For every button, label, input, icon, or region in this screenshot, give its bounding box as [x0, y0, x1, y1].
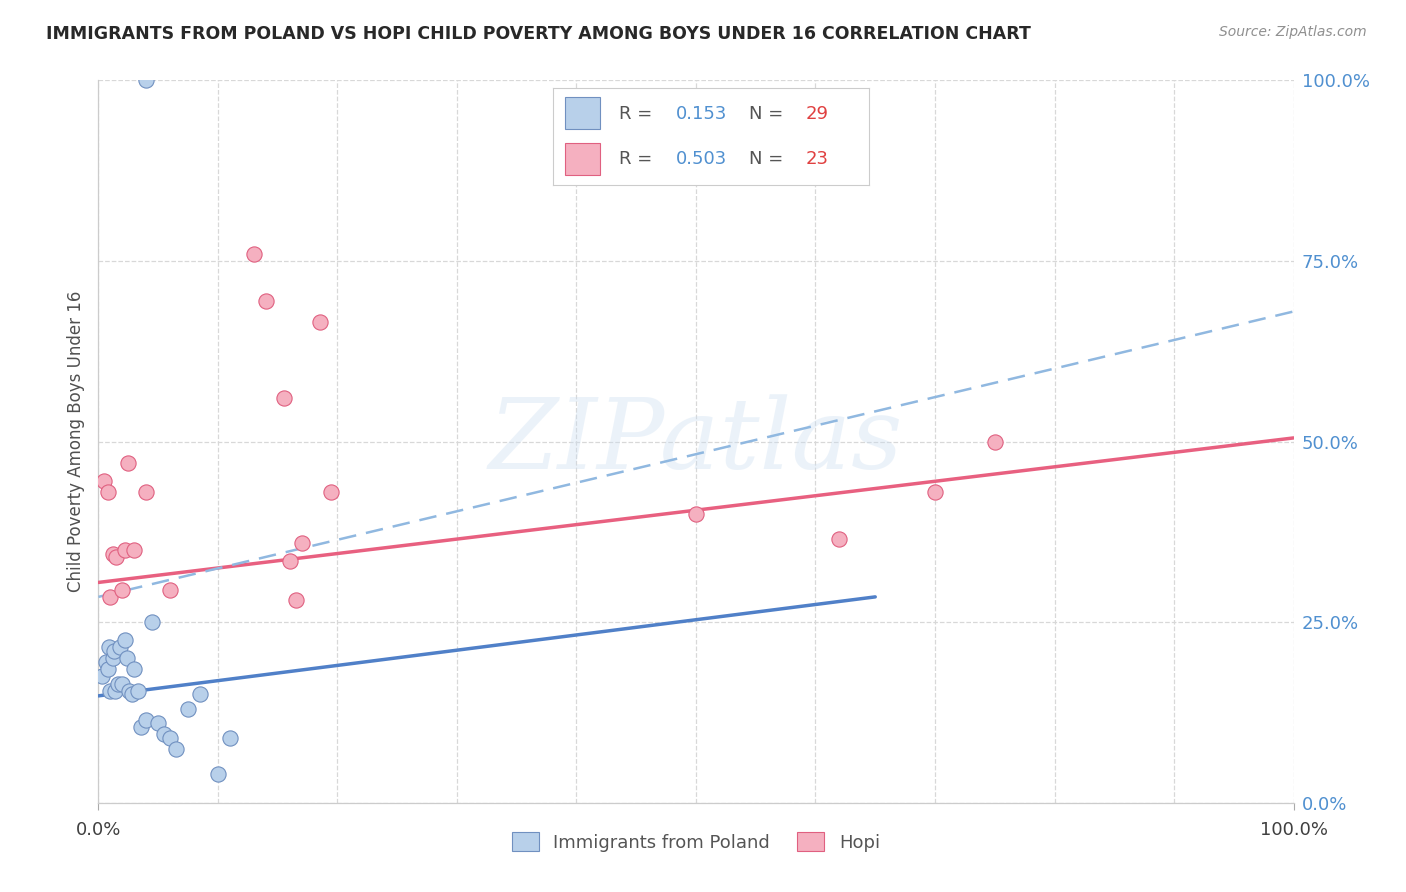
- Point: [148, 716, 170, 731]
- Point: [159, 582, 181, 597]
- Point: [308, 315, 330, 329]
- Point: [91, 669, 114, 683]
- Point: [207, 767, 229, 781]
- Point: [101, 547, 124, 561]
- Point: [219, 731, 242, 745]
- Point: [135, 713, 157, 727]
- Point: [114, 633, 136, 648]
- Point: [135, 485, 157, 500]
- Point: [685, 507, 707, 521]
- Point: [111, 676, 134, 690]
- Point: [254, 293, 277, 308]
- Point: [273, 391, 295, 405]
- Point: [243, 246, 266, 260]
- Point: [291, 535, 314, 549]
- Point: [115, 651, 138, 665]
- Legend: Immigrants from Poland, Hopi: Immigrants from Poland, Hopi: [505, 825, 887, 859]
- Point: [118, 683, 141, 698]
- Point: [114, 542, 136, 557]
- Point: [159, 731, 181, 745]
- Point: [93, 475, 115, 489]
- Point: [177, 702, 200, 716]
- Point: [321, 485, 343, 500]
- Point: [101, 651, 124, 665]
- Point: [117, 456, 139, 470]
- Text: IMMIGRANTS FROM POLAND VS HOPI CHILD POVERTY AMONG BOYS UNDER 16 CORRELATION CHA: IMMIGRANTS FROM POLAND VS HOPI CHILD POV…: [46, 25, 1031, 43]
- Point: [98, 590, 122, 604]
- Point: [103, 644, 125, 658]
- Point: [98, 683, 122, 698]
- Point: [104, 683, 127, 698]
- Point: [135, 73, 157, 87]
- Point: [111, 582, 134, 597]
- Point: [188, 687, 211, 701]
- Point: [94, 655, 117, 669]
- Point: [278, 554, 301, 568]
- Point: [284, 593, 307, 607]
- Point: [924, 485, 946, 500]
- Point: [153, 727, 176, 741]
- Point: [141, 615, 163, 630]
- Point: [105, 550, 128, 565]
- Point: [98, 640, 121, 655]
- Point: [124, 542, 146, 557]
- Text: Source: ZipAtlas.com: Source: ZipAtlas.com: [1219, 25, 1367, 39]
- Point: [107, 676, 129, 690]
- Point: [131, 720, 153, 734]
- Point: [121, 687, 143, 701]
- Point: [984, 434, 1007, 449]
- Point: [127, 683, 149, 698]
- Point: [108, 640, 131, 655]
- Point: [828, 532, 851, 546]
- Point: [97, 662, 120, 676]
- Point: [124, 662, 146, 676]
- Y-axis label: Child Poverty Among Boys Under 16: Child Poverty Among Boys Under 16: [66, 291, 84, 592]
- Text: ZIPatlas: ZIPatlas: [489, 394, 903, 489]
- Point: [165, 741, 187, 756]
- Point: [97, 485, 120, 500]
